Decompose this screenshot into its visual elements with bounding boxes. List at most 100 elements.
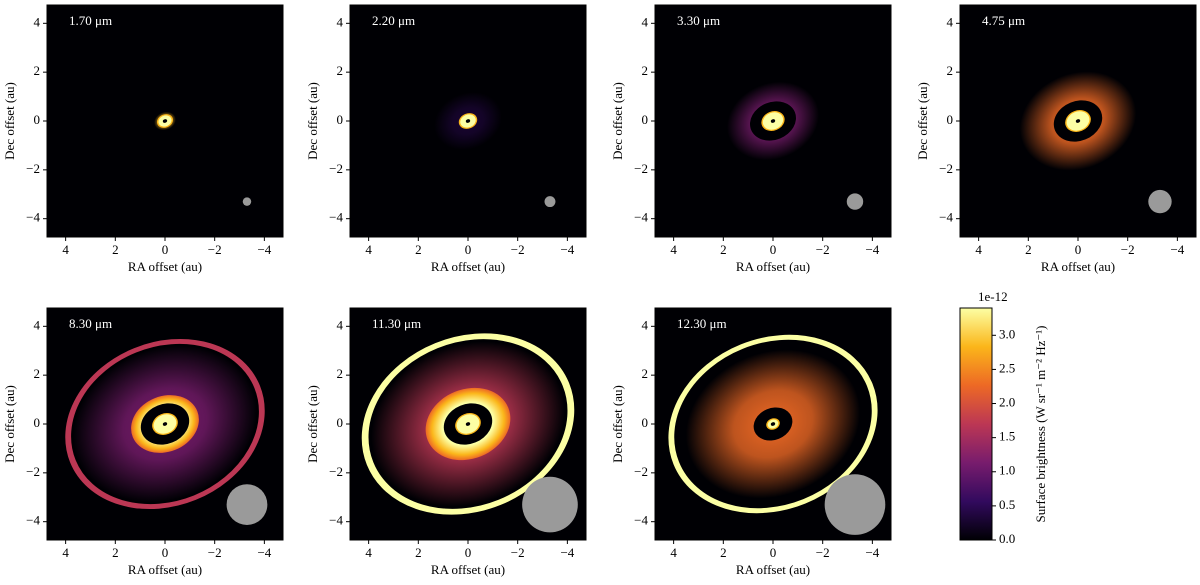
disk-image <box>1019 71 1137 171</box>
image-panel <box>47 5 283 237</box>
y-tick-label: 4 <box>642 14 649 29</box>
x-tick-label: −2 <box>208 545 222 560</box>
x-tick-label: 2 <box>112 545 119 560</box>
disk-image <box>154 111 176 131</box>
x-tick-label: 4 <box>670 545 677 560</box>
y-axis-label: Dec offset (au) <box>305 385 320 463</box>
x-tick-label: 0 <box>770 545 777 560</box>
x-tick-label: 0 <box>770 242 777 257</box>
star <box>465 119 471 123</box>
star <box>465 422 471 426</box>
panel-annotation: 11.30 μm <box>372 316 421 331</box>
star <box>162 422 168 426</box>
y-tick-label: 4 <box>34 14 41 29</box>
image-panel <box>350 308 586 540</box>
y-tick-label: 0 <box>337 415 344 430</box>
x-tick-label: 0 <box>1075 242 1082 257</box>
x-tick-label: −4 <box>257 242 271 257</box>
colorbar-label: Surface brightness (W sr⁻¹ m⁻² Hz⁻¹) <box>1033 325 1048 522</box>
x-tick-label: −4 <box>257 545 271 560</box>
image-panel <box>350 5 586 237</box>
star <box>1075 119 1081 123</box>
beam <box>544 196 556 208</box>
colorbar-tick-label: 0.5 <box>999 497 1015 512</box>
x-tick-label: 0 <box>465 545 472 560</box>
x-tick-label: 2 <box>415 545 422 560</box>
y-tick-label: 0 <box>34 112 41 127</box>
disk-image <box>727 81 819 161</box>
y-tick-label: 2 <box>337 366 344 381</box>
image-panel <box>960 5 1196 237</box>
x-tick-label: −4 <box>865 242 879 257</box>
x-tick-label: −2 <box>208 242 222 257</box>
y-axis-label: Dec offset (au) <box>2 82 17 160</box>
x-tick-label: −2 <box>1121 242 1135 257</box>
y-tick-label: 4 <box>947 14 954 29</box>
x-tick-label: 4 <box>365 242 372 257</box>
x-axis-label: RA offset (au) <box>431 562 505 577</box>
x-axis-label: RA offset (au) <box>736 259 810 274</box>
y-tick-label: −2 <box>634 161 648 176</box>
disk-image <box>65 338 265 510</box>
colorbar-tick-label: 1.5 <box>999 429 1015 444</box>
y-tick-label: −2 <box>26 464 40 479</box>
beam <box>846 193 864 210</box>
y-tick-label: 0 <box>947 112 954 127</box>
colorbar-tick-label: 2.5 <box>999 360 1015 375</box>
beam <box>242 197 252 206</box>
x-tick-label: −2 <box>511 545 525 560</box>
colorbar-tick-label: 0.0 <box>999 531 1015 546</box>
outer-ring <box>361 333 575 515</box>
x-tick-label: −4 <box>560 545 574 560</box>
x-tick-label: 4 <box>62 545 69 560</box>
star <box>770 422 776 426</box>
colorbar-offset: 1e-12 <box>978 289 1008 304</box>
x-tick-label: −2 <box>816 545 830 560</box>
x-tick-label: 0 <box>162 545 169 560</box>
star <box>770 119 776 123</box>
y-tick-label: −4 <box>634 513 648 528</box>
x-tick-label: −2 <box>511 242 525 257</box>
x-tick-label: 0 <box>162 242 169 257</box>
panel-annotation: 3.30 μm <box>677 13 720 28</box>
x-tick-label: 2 <box>112 242 119 257</box>
image-panel <box>655 308 891 540</box>
y-tick-label: −2 <box>634 464 648 479</box>
y-tick-label: −2 <box>939 161 953 176</box>
y-tick-label: 0 <box>34 415 41 430</box>
y-tick-label: −2 <box>329 464 343 479</box>
x-axis-label: RA offset (au) <box>736 562 810 577</box>
colorbar <box>959 307 993 541</box>
y-tick-label: 2 <box>642 63 649 78</box>
colorbar-tick-label: 2.0 <box>999 395 1015 410</box>
y-tick-label: 4 <box>642 317 649 332</box>
outer-ring <box>668 334 878 514</box>
y-tick-label: −4 <box>939 210 953 225</box>
x-axis-label: RA offset (au) <box>431 259 505 274</box>
x-axis-label: RA offset (au) <box>1041 259 1115 274</box>
disk-image <box>434 92 502 150</box>
y-tick-label: −2 <box>26 161 40 176</box>
panel-annotation: 12.30 μm <box>677 316 727 331</box>
y-tick-label: 4 <box>337 14 344 29</box>
panel-annotation: 8.30 μm <box>69 316 112 331</box>
panel-annotation: 2.20 μm <box>372 13 415 28</box>
star <box>162 119 168 123</box>
beam <box>522 476 578 533</box>
panel-annotation: 4.75 μm <box>982 13 1025 28</box>
y-tick-label: 4 <box>337 317 344 332</box>
y-tick-label: 0 <box>642 415 649 430</box>
x-tick-label: 4 <box>365 545 372 560</box>
y-tick-label: 2 <box>642 366 649 381</box>
beam <box>226 484 268 525</box>
x-tick-label: 4 <box>670 242 677 257</box>
y-tick-label: 2 <box>34 63 41 78</box>
y-tick-label: −4 <box>329 513 343 528</box>
image-panel <box>47 308 283 540</box>
x-tick-label: −4 <box>865 545 879 560</box>
y-tick-label: 2 <box>947 63 954 78</box>
y-axis-label: Dec offset (au) <box>610 82 625 160</box>
y-tick-label: −2 <box>329 161 343 176</box>
x-tick-label: 2 <box>720 242 727 257</box>
